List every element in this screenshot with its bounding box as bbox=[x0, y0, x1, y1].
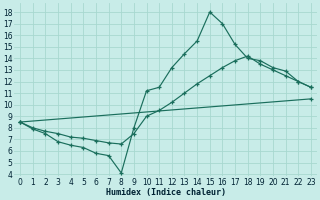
X-axis label: Humidex (Indice chaleur): Humidex (Indice chaleur) bbox=[106, 188, 226, 197]
